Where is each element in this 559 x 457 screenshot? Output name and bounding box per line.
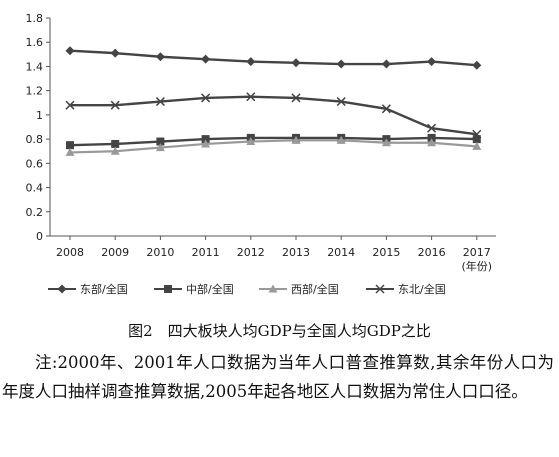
- triangle-marker: [268, 284, 278, 293]
- y-axis-ticks: 0 0.2 0.4 0.6 0.8 1 1.2 1.4 1.6 1.8: [26, 12, 50, 243]
- series-line: [70, 95, 477, 136]
- legend-label: 东北/全国: [398, 282, 446, 296]
- legend-label: 中部/全国: [186, 282, 234, 296]
- triangle-marker: [427, 138, 437, 147]
- legend-item: 中部/全国: [154, 282, 234, 296]
- x-marker-stroke: [427, 123, 437, 133]
- x-tick-label: 2014: [327, 246, 355, 259]
- x-marker-stroke: [336, 97, 346, 107]
- x-marker: [291, 93, 301, 103]
- square-marker: [66, 141, 74, 150]
- x-marker: [472, 129, 482, 139]
- x-tick-label: 2017: [463, 246, 491, 259]
- series-x: [65, 92, 482, 139]
- y-tick-label: 0.2: [26, 206, 44, 219]
- x-marker: [427, 123, 437, 133]
- x-tick-label: 2008: [56, 246, 84, 259]
- y-tick-label: 1: [36, 109, 43, 122]
- diamond-marker: [291, 58, 301, 68]
- square-marker: [201, 135, 210, 144]
- legend-label: 西部/全国: [291, 282, 339, 296]
- legend-label: 东部/全国: [80, 282, 128, 296]
- x-marker: [336, 97, 346, 107]
- x-marker-stroke: [65, 100, 75, 110]
- square-marker: [164, 285, 172, 293]
- x-marker-stroke: [201, 93, 211, 103]
- y-tick-label: 0: [36, 230, 43, 243]
- series-line: [69, 139, 477, 154]
- y-tick-label: 0.6: [26, 157, 44, 170]
- legend-item: 东北/全国: [366, 282, 446, 296]
- x-marker: [110, 100, 120, 110]
- series-triangle: [65, 135, 482, 156]
- diamond-marker: [472, 60, 482, 70]
- x-tick-label: 2011: [192, 246, 220, 259]
- x-tick-label: 2009: [101, 246, 129, 259]
- series-line: [69, 49, 477, 67]
- x-marker: [375, 284, 385, 294]
- y-tick-label: 1.2: [26, 85, 44, 98]
- x-marker: [155, 97, 165, 107]
- x-marker-stroke: [381, 104, 391, 114]
- x-axis-unit: (年份): [462, 259, 493, 273]
- triangle-marker: [110, 146, 120, 155]
- diamond-marker: [110, 48, 120, 58]
- diamond-marker: [246, 57, 256, 67]
- x-tick-label: 2013: [282, 246, 310, 259]
- figure-caption: 图2 四大板块人均GDP与全国人均GDP之比: [128, 322, 431, 340]
- x-marker-stroke: [110, 100, 120, 110]
- x-marker-stroke: [472, 129, 482, 139]
- x-marker: [246, 92, 256, 102]
- x-tick-label: 2010: [146, 246, 174, 259]
- y-tick-label: 1.4: [26, 60, 44, 73]
- x-marker-stroke: [246, 92, 256, 102]
- x-marker-stroke: [291, 93, 301, 103]
- series-group: [65, 46, 482, 156]
- diamond-marker: [57, 284, 67, 294]
- diamond-marker: [427, 57, 437, 67]
- x-marker: [65, 100, 75, 110]
- triangle-marker: [472, 141, 482, 150]
- triangle-marker: [336, 135, 346, 144]
- square-marker: [111, 139, 120, 148]
- x-tick-label: 2015: [372, 246, 400, 259]
- legend: 东部/全国 中部/全国 西部/全国 东北/全国: [48, 282, 446, 296]
- diamond-marker: [65, 46, 75, 56]
- triangle-marker: [246, 137, 256, 146]
- legend-item: 西部/全国: [259, 282, 339, 296]
- diamond-marker: [336, 59, 346, 69]
- y-tick-label: 1.8: [26, 12, 44, 25]
- x-marker-stroke: [155, 97, 165, 107]
- chart-axes: [49, 18, 496, 237]
- diamond-marker: [155, 52, 165, 62]
- x-marker-stroke: [375, 284, 385, 294]
- triangle-marker: [291, 135, 301, 144]
- triangle-marker: [155, 143, 165, 152]
- series-line: [69, 136, 477, 147]
- square-marker: [427, 133, 436, 142]
- x-tick-label: 2016: [418, 246, 446, 259]
- x-axis-ticks: 2008 2009 2010 2011 2012 2013 2014 2015 2016 2017…: [56, 236, 492, 273]
- x-marker: [201, 93, 211, 103]
- triangle-marker: [201, 139, 211, 148]
- series-diamond: [65, 46, 482, 70]
- line-chart: 00.20.40.60.811.21.41.61.8 2008 2009 2010 2…: [26, 12, 496, 296]
- x-marker: [381, 104, 391, 114]
- y-tick-label: 1.6: [26, 36, 44, 49]
- triangle-marker: [381, 138, 391, 147]
- x-tick-label: 2012: [237, 246, 265, 259]
- square-marker: [472, 135, 481, 144]
- legend-item: 东部/全国: [48, 282, 128, 296]
- diamond-marker: [201, 54, 211, 64]
- diamond-marker: [381, 59, 391, 69]
- y-tick-label: 0.8: [26, 133, 44, 146]
- figure-note: 注:2000年、2001年人口数据为当年人口普查推算数,其余年份人口为年度人口抽…: [2, 353, 554, 401]
- y-tick-label: 0.4: [26, 182, 44, 195]
- square-marker: [156, 137, 165, 146]
- triangle-marker: [65, 147, 75, 156]
